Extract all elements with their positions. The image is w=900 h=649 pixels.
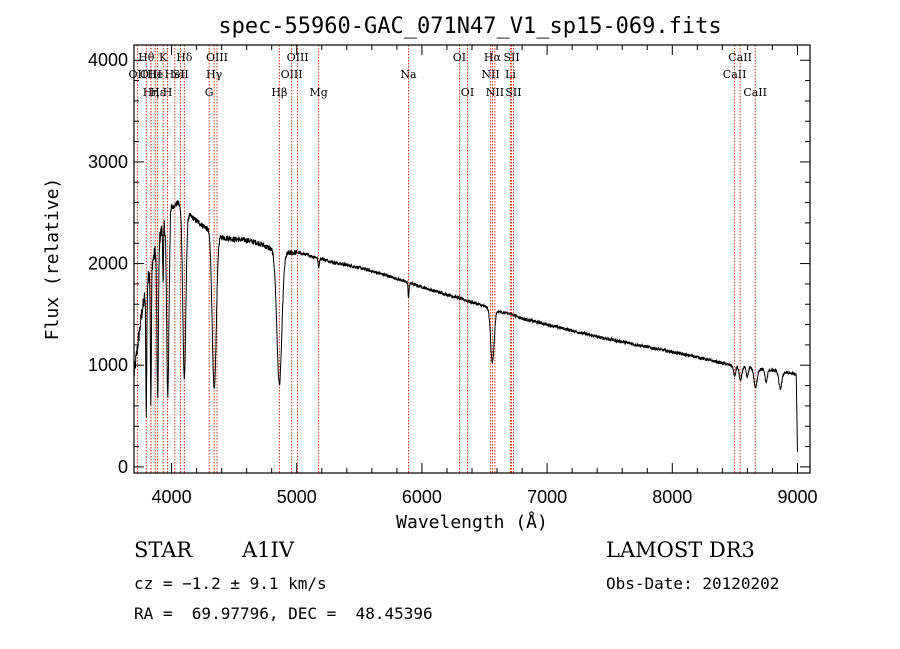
x-tick-label: 6000 bbox=[402, 487, 442, 507]
y-tick-label: 2000 bbox=[88, 254, 128, 274]
line-label-4: He bbox=[147, 68, 163, 81]
line-label-0: OII bbox=[129, 68, 147, 81]
line-label-8: HeI bbox=[165, 68, 185, 81]
y-tick-label: 4000 bbox=[88, 50, 128, 70]
x-tick-label: 4000 bbox=[152, 487, 192, 507]
line-label-7: H bbox=[163, 86, 173, 99]
line-label-23: NII bbox=[486, 86, 504, 99]
y-tick-label: 0 bbox=[118, 457, 128, 477]
line-label-10: Hδ bbox=[176, 51, 193, 64]
line-label-24: Li bbox=[505, 68, 516, 81]
line-label-9: SII bbox=[172, 68, 188, 81]
line-labels: OIIHθOIIIHηHeHεKHHeISIIHδGHγOIIIHβOIIIOI… bbox=[129, 51, 767, 99]
line-label-22: Hα bbox=[484, 51, 502, 64]
y-tick-label: 3000 bbox=[88, 152, 128, 172]
survey-name: LAMOST DR3 bbox=[606, 538, 755, 562]
line-label-5: Hε bbox=[150, 86, 166, 99]
line-label-21: NII bbox=[481, 68, 499, 81]
object-class: STAR bbox=[134, 538, 193, 562]
line-label-29: CaII bbox=[743, 86, 767, 99]
obs-date: Obs-Date: 20120202 bbox=[606, 574, 780, 593]
y-tick-label: 1000 bbox=[88, 355, 128, 375]
x-tick-label: 8000 bbox=[652, 487, 692, 507]
line-label-25: SII bbox=[503, 51, 519, 64]
line-label-20: OI bbox=[461, 86, 474, 99]
x-tick-label: 5000 bbox=[277, 487, 317, 507]
line-label-16: OIII bbox=[287, 51, 309, 64]
x-axis-label: Wavelength (Å) bbox=[396, 511, 548, 533]
line-markers bbox=[136, 45, 756, 473]
line-label-17: Mg bbox=[309, 86, 327, 99]
plot-frame bbox=[133, 44, 811, 474]
line-label-26: SII bbox=[505, 86, 521, 99]
line-label-2: OIII bbox=[140, 68, 162, 81]
line-label-12: Hγ bbox=[206, 68, 223, 81]
y-axis-label: Flux (relative) bbox=[42, 178, 63, 341]
line-label-1: Hθ bbox=[138, 51, 155, 64]
x-tick-label: 7000 bbox=[527, 487, 567, 507]
x-tick-label: 9000 bbox=[777, 487, 817, 507]
line-label-15: OIII bbox=[281, 68, 303, 81]
line-label-14: Hβ bbox=[271, 86, 287, 99]
coordinates-text: RA = 69.97796, DEC = 48.45396 bbox=[134, 604, 433, 623]
line-label-13: OIII bbox=[206, 51, 228, 64]
axis-ticks: 4000 5000 6000 7000 8000 9000 0 1000 2000 3000 400… bbox=[88, 45, 818, 507]
redshift-text: cz = −1.2 ± 9.1 km/s bbox=[134, 574, 327, 593]
line-label-19: OI bbox=[453, 51, 466, 64]
spectrum-layer bbox=[133, 199, 798, 452]
line-label-27: CaII bbox=[723, 68, 747, 81]
line-label-18: Na bbox=[400, 68, 417, 81]
line-label-11: G bbox=[205, 86, 214, 99]
spectrum-line bbox=[133, 199, 798, 452]
line-label-3: Hη bbox=[143, 86, 159, 99]
line-label-6: K bbox=[159, 51, 168, 64]
object-subclass: A1IV bbox=[242, 538, 294, 562]
chart-title: spec-55960-GAC_071N47_V1_sp15-069.fits bbox=[218, 14, 721, 39]
line-label-28: CaII bbox=[728, 51, 752, 64]
